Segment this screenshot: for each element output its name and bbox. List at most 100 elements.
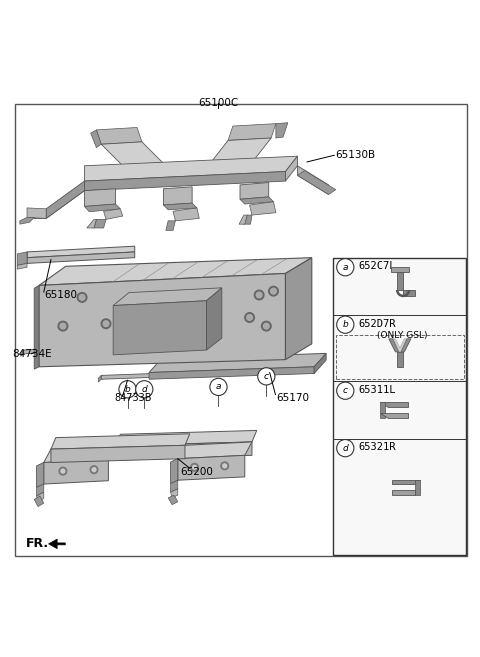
Polygon shape: [298, 171, 336, 194]
Text: b: b: [342, 320, 348, 329]
Polygon shape: [39, 258, 312, 285]
Text: 652D7R: 652D7R: [358, 319, 396, 328]
Polygon shape: [178, 455, 245, 480]
Polygon shape: [116, 430, 257, 445]
Polygon shape: [34, 496, 44, 507]
Circle shape: [264, 323, 269, 329]
Polygon shape: [415, 480, 420, 495]
Polygon shape: [94, 219, 106, 228]
Polygon shape: [149, 353, 326, 373]
Polygon shape: [314, 353, 326, 373]
Polygon shape: [51, 434, 190, 449]
Circle shape: [192, 465, 196, 469]
Circle shape: [59, 467, 67, 475]
Polygon shape: [87, 219, 96, 228]
Polygon shape: [101, 373, 154, 379]
Text: 84733B: 84733B: [115, 394, 152, 403]
Polygon shape: [44, 459, 108, 484]
Polygon shape: [123, 164, 163, 173]
Polygon shape: [39, 273, 286, 367]
Polygon shape: [392, 480, 420, 484]
Polygon shape: [240, 197, 274, 204]
Polygon shape: [113, 301, 206, 355]
Text: d: d: [142, 385, 147, 394]
Polygon shape: [84, 171, 286, 191]
Polygon shape: [244, 215, 252, 224]
Polygon shape: [170, 459, 178, 484]
Text: (ONLY GSL): (ONLY GSL): [377, 330, 428, 340]
Polygon shape: [101, 142, 163, 166]
Polygon shape: [27, 246, 135, 258]
Polygon shape: [17, 252, 27, 265]
Polygon shape: [36, 463, 44, 487]
Circle shape: [119, 380, 136, 398]
Polygon shape: [389, 339, 399, 352]
Polygon shape: [286, 258, 312, 359]
Polygon shape: [393, 339, 407, 352]
Polygon shape: [240, 183, 269, 199]
Polygon shape: [84, 189, 116, 206]
Circle shape: [79, 294, 85, 300]
Circle shape: [336, 316, 354, 333]
Circle shape: [271, 288, 276, 294]
Bar: [333, 258, 467, 555]
Polygon shape: [206, 288, 222, 350]
Bar: [336, 335, 464, 379]
Polygon shape: [396, 352, 403, 367]
Circle shape: [336, 382, 354, 399]
Circle shape: [336, 440, 354, 457]
Circle shape: [101, 319, 111, 328]
Circle shape: [258, 368, 275, 385]
Text: 65200: 65200: [180, 467, 214, 477]
Polygon shape: [36, 492, 44, 502]
Polygon shape: [48, 539, 65, 549]
Text: 65321R: 65321R: [358, 442, 396, 452]
Circle shape: [269, 286, 278, 296]
Polygon shape: [98, 375, 101, 382]
Polygon shape: [104, 209, 123, 219]
Text: d: d: [342, 443, 348, 453]
Circle shape: [136, 380, 153, 398]
Polygon shape: [163, 187, 192, 205]
Polygon shape: [20, 217, 34, 224]
Polygon shape: [36, 484, 44, 496]
Polygon shape: [380, 402, 408, 407]
Polygon shape: [239, 215, 247, 224]
Polygon shape: [22, 252, 27, 263]
Text: 652C7L: 652C7L: [358, 261, 396, 271]
Circle shape: [92, 468, 96, 472]
Polygon shape: [178, 442, 252, 459]
Polygon shape: [21, 350, 24, 356]
Polygon shape: [391, 267, 409, 272]
Circle shape: [336, 259, 354, 276]
Text: 65180: 65180: [44, 290, 77, 300]
Text: b: b: [125, 385, 131, 394]
Polygon shape: [113, 288, 222, 306]
Polygon shape: [17, 263, 27, 269]
Circle shape: [61, 469, 65, 473]
Polygon shape: [149, 367, 314, 379]
Polygon shape: [403, 290, 415, 296]
Circle shape: [245, 313, 254, 323]
Circle shape: [221, 462, 228, 470]
Polygon shape: [91, 130, 101, 148]
Text: a: a: [343, 263, 348, 272]
Circle shape: [210, 378, 227, 396]
Circle shape: [103, 321, 109, 327]
Polygon shape: [46, 181, 84, 218]
Polygon shape: [44, 445, 116, 463]
Polygon shape: [27, 252, 135, 263]
Polygon shape: [51, 445, 185, 463]
Circle shape: [254, 290, 264, 300]
Polygon shape: [96, 127, 142, 145]
Text: c: c: [264, 372, 269, 381]
Polygon shape: [170, 480, 178, 492]
Polygon shape: [380, 402, 384, 417]
Circle shape: [262, 321, 271, 331]
Circle shape: [77, 292, 87, 302]
Text: 65100C: 65100C: [198, 98, 239, 108]
Circle shape: [247, 315, 252, 321]
Polygon shape: [34, 285, 39, 369]
Text: 65130B: 65130B: [336, 150, 376, 160]
Polygon shape: [286, 156, 298, 181]
